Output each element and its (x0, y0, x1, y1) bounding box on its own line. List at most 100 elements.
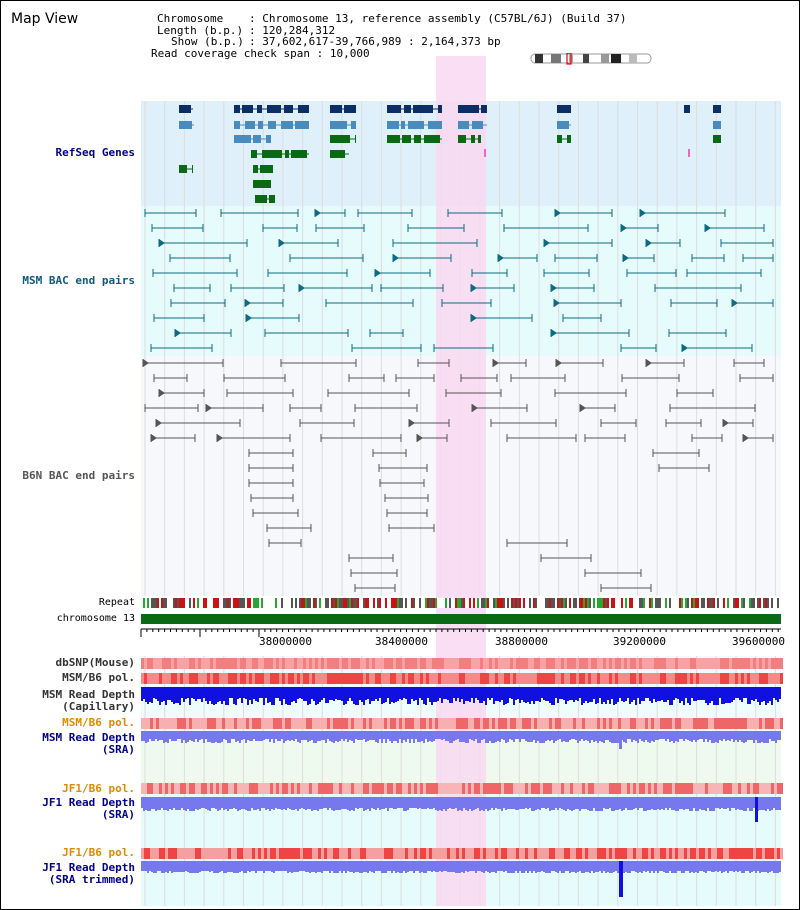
heat-mark (156, 848, 159, 859)
depth-bar (553, 687, 555, 705)
depth-bar (413, 797, 415, 808)
repeat-mark (743, 598, 745, 608)
repeat-mark (181, 598, 183, 608)
heat-mark (603, 718, 606, 729)
depth-bar (491, 687, 493, 698)
depth-bar (363, 687, 365, 705)
depth-bar (581, 687, 583, 705)
depth-bar (747, 731, 749, 740)
heat-mark (213, 718, 216, 729)
heat-mark (246, 673, 249, 684)
depth-bar (757, 731, 759, 743)
depth-bar (391, 687, 393, 702)
chromosome-ideogram[interactable] (529, 53, 653, 65)
depth-bar (173, 687, 175, 704)
depth-bar (573, 861, 575, 872)
repeat-mark (621, 598, 623, 608)
heat-mark (510, 673, 513, 684)
depth-bar (599, 687, 601, 698)
depth-bar (597, 861, 599, 872)
depth-bar (577, 861, 579, 872)
repeat-mark (351, 598, 353, 608)
depth-bar (719, 687, 721, 698)
depth-bar (167, 797, 169, 811)
depth-bar (647, 731, 649, 742)
heat-mark (609, 848, 612, 859)
depth-bar (259, 861, 261, 871)
axis-tick-label: 39600000 (732, 635, 785, 648)
depth-bar (331, 861, 333, 871)
depth-bar (319, 861, 321, 872)
heat-mark (573, 718, 576, 729)
depth-bar (545, 687, 547, 701)
heat-mark (627, 718, 630, 729)
repeat-mark (613, 598, 615, 608)
heat-mark (318, 658, 321, 669)
depth-bar (513, 731, 515, 742)
heat-mark (399, 673, 402, 684)
depth-bar (277, 861, 279, 871)
depth-bar (497, 797, 499, 809)
heat-mark (177, 658, 180, 669)
jf1-depth-trim-line2: (SRA trimmed) (48, 873, 135, 886)
depth-bar (523, 687, 525, 702)
depth-bar (593, 731, 595, 742)
repeat-mark (397, 598, 399, 608)
repeat-mark (509, 598, 511, 608)
repeat-mark (149, 598, 151, 608)
heat-mark (681, 658, 684, 669)
heat-mark (690, 673, 693, 684)
repeat-mark (753, 598, 755, 608)
b6n-bac-arrow (156, 419, 162, 427)
depth-bar (263, 731, 265, 740)
repeat-mark (611, 598, 613, 608)
depth-bar (707, 731, 709, 742)
depth-bar (165, 687, 167, 705)
heat-mark (483, 718, 486, 729)
heat-mark (576, 673, 579, 684)
depth-bar (389, 797, 391, 808)
heat-mark (144, 673, 147, 684)
depth-bar (763, 731, 765, 743)
depth-bar (729, 861, 731, 871)
depth-bar (553, 861, 555, 871)
depth-bar (673, 861, 675, 873)
refseq-gene-exon (458, 135, 466, 143)
depth-bar (691, 861, 693, 872)
depth-bar (521, 687, 523, 700)
depth-bar (207, 861, 209, 871)
heat-mark (708, 673, 711, 684)
heat-mark (375, 848, 378, 859)
depth-bar (159, 731, 161, 740)
heat-mark (255, 718, 258, 729)
heat-mark (483, 658, 486, 669)
heat-mark (774, 848, 777, 859)
heat-mark (621, 718, 624, 729)
repeat-mark (389, 598, 391, 608)
heat-mark (351, 848, 354, 859)
heat-mark (444, 783, 447, 794)
refseq-gene-exon (387, 121, 399, 129)
heat-mark (219, 783, 222, 794)
repeat-mark (231, 598, 233, 608)
depth-bar (719, 731, 721, 740)
heat-mark (378, 718, 381, 729)
depth-bar (771, 797, 773, 810)
depth-bar (487, 797, 489, 811)
track-label-msm-b6-pol: MSM/B6 pol. (62, 671, 135, 684)
depth-bar (315, 687, 317, 705)
msm-bac-arrow (279, 239, 285, 247)
heat-mark (327, 783, 330, 794)
depth-bar (451, 861, 453, 872)
depth-bar (237, 731, 239, 741)
repeat-mark (291, 598, 293, 608)
depth-bar (333, 731, 335, 743)
depth-bar (583, 861, 585, 873)
heat-mark (384, 718, 387, 729)
depth-bar (415, 797, 417, 808)
chromosome-label: Chromosome (157, 12, 224, 25)
repeat-mark (585, 598, 587, 608)
depth-bar (645, 861, 647, 872)
refseq-gene-exon (179, 121, 192, 129)
